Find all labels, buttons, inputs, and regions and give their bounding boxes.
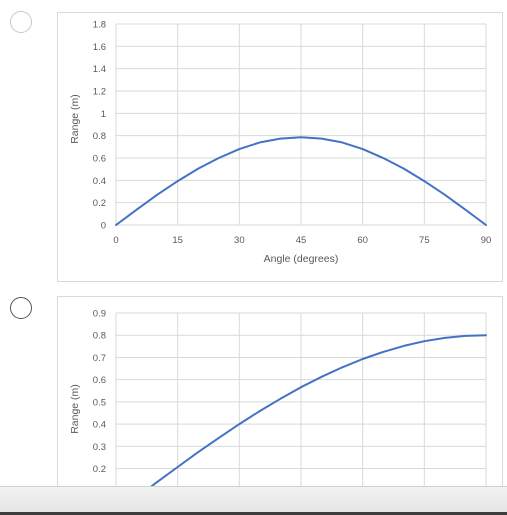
y-tick-label: 0.3	[93, 442, 106, 453]
option-1-chart-svg: 0 0.2 0.4 0.6 0.8 1 1.2 1.4 1.6 1.8 0 15 30 45 60 75 90 A…	[69, 20, 492, 266]
y-tick-label: 1	[101, 109, 106, 120]
option-1-chart: 0 0.2 0.4 0.6 0.8 1 1.2 1.4 1.6 1.8 0 15 30 45 60 75 90 A…	[57, 12, 503, 282]
y-axis-title: Range (m)	[69, 94, 81, 144]
bottom-toolbar	[0, 486, 507, 515]
y-tick-label: 0.8	[93, 331, 106, 342]
y-tick-label: 1.2	[93, 87, 106, 98]
y-axis-title: Range (m)	[69, 384, 81, 434]
y-tick-label: 0	[101, 221, 106, 232]
y-tick-label: 0.4	[93, 176, 106, 187]
x-axis-title: Angle (degrees)	[264, 253, 339, 265]
y-tick-label: 0.7	[93, 353, 106, 364]
option-1-radio[interactable]	[10, 11, 32, 33]
y-tick-label: 0.2	[93, 198, 106, 209]
y-tick-label: 1.4	[93, 64, 106, 75]
x-tick-label: 90	[481, 235, 492, 246]
y-tick-label: 1.6	[93, 42, 106, 53]
y-tick-label: 0.5	[93, 397, 106, 408]
series-line	[115, 136, 487, 226]
y-tick-label: 0.9	[93, 309, 106, 320]
x-tick-label: 60	[357, 235, 368, 246]
x-tick-label: 30	[234, 235, 245, 246]
x-tick-label: 15	[172, 235, 183, 246]
y-tick-label: 0.2	[93, 464, 106, 475]
y-tick-label: 0.6	[93, 154, 106, 165]
y-tick-label: 0.8	[93, 131, 106, 142]
series-line	[135, 334, 487, 497]
y-tick-label: 0.6	[93, 375, 106, 386]
option-2-radio[interactable]	[10, 297, 32, 319]
x-tick-label: 0	[113, 235, 118, 246]
x-tick-label: 45	[296, 235, 307, 246]
x-tick-label: 75	[419, 235, 430, 246]
y-tick-label: 0.4	[93, 420, 106, 431]
y-tick-label: 1.8	[93, 20, 106, 31]
